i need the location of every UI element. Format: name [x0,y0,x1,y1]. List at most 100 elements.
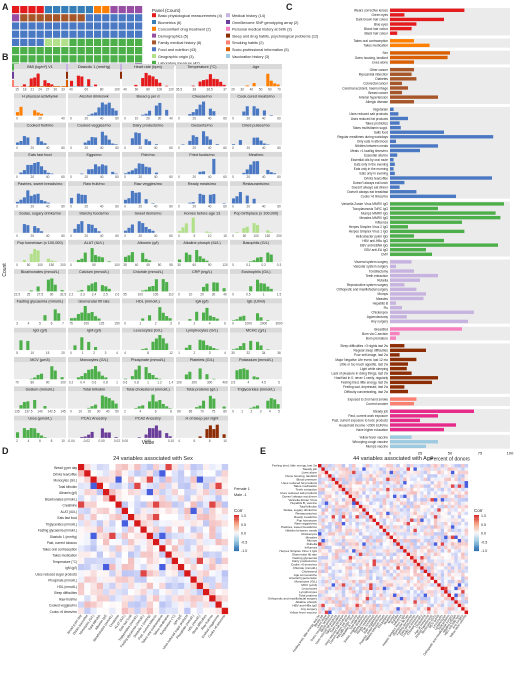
waffle-cell [126,6,134,14]
hbar [390,77,417,81]
heatmap-cell [379,576,383,581]
corr-legend-stop [474,530,479,532]
heatmap-cell [396,508,400,512]
histogram-bar [144,226,148,233]
heatmap-row-label: Takes oral contraception [42,547,77,551]
histogram-bar [40,166,44,175]
heatmap-cell [423,504,428,509]
heatmap-cell [437,515,441,519]
heatmap-cell [324,596,329,601]
hbar [390,366,407,371]
heatmap-cell [464,542,469,546]
heatmap-row-label: Pop hometown [297,518,318,522]
heatmap-cell [433,535,438,540]
heatmap-cell [109,595,116,602]
heatmap-cell [341,552,346,557]
heatmap-cell [355,484,360,488]
heatmap-cell [362,552,366,557]
heatmap-cell [355,521,360,526]
heatmap-cell [464,487,469,492]
histogram-bar [94,316,98,321]
heatmap-cell [413,549,417,553]
heatmap-cell [96,551,104,558]
heatmap-cell [427,511,431,516]
facet-panel [176,420,228,438]
heatmap-cell [444,576,448,581]
heatmap-cell [348,535,353,540]
heatmap-cell [96,532,104,540]
heatmap-cell [444,494,448,499]
heatmap-cell [345,579,349,584]
heatmap-cell [399,487,404,492]
heatmap-cell [328,556,332,560]
heatmap-cell [382,491,387,495]
heatmap-row-label: Cooks >6 times/mo [291,563,317,567]
heatmap-cell [427,491,431,495]
histogram-bar [90,369,94,380]
heatmap-cell [352,596,356,601]
heatmap-cell [318,590,322,594]
heatmap-cell [457,586,462,591]
hbar-label: Lack of pleasure in doing things, last 2… [331,372,388,376]
heatmap-cell [365,481,370,485]
heatmap-cell [447,590,452,594]
heatmap-cell [352,603,356,608]
histogram-bar [205,307,209,321]
histogram-bar [50,278,54,292]
heatmap-cell [406,481,411,485]
heatmap-cell [386,593,390,598]
heatmap-cell [352,515,356,519]
heatmap-cell [447,542,452,546]
waffle-cell [53,55,61,63]
heatmap-cell [146,514,154,521]
histogram-bar [104,135,108,145]
hbar [390,344,405,348]
heatmap-cell [450,487,455,492]
waffle-cell [110,55,118,63]
heatmap-cell [328,504,332,509]
histogram-bar [222,202,226,204]
facet-tick: 150 [265,234,271,238]
facet-tick: 2 [16,439,18,443]
facet-tick: 3 [209,351,211,355]
corr-legend-stop [234,543,239,545]
heatmap-cell [399,481,404,485]
heatmap-cell [447,532,452,536]
heatmap-cell [345,569,349,574]
heatmap-cell [184,595,191,602]
heatmap-cell [420,487,424,492]
histogram-bar [208,425,212,438]
heatmap-cell [423,579,428,584]
heatmap-cell [420,508,424,512]
heatmap-cell [345,511,349,516]
waffle-cell [61,22,69,30]
corr-legend-stop [474,532,479,534]
heatmap-cell [338,562,342,567]
hbar [390,331,400,336]
heatmap-cell [393,562,397,567]
histogram-bar [36,286,40,292]
legend-swatch [226,26,230,31]
heatmap-cell [331,610,336,615]
heatmap-cell [454,477,458,482]
histogram-bar [144,434,148,438]
heatmap-cell [399,467,404,471]
heatmap-cell [379,596,383,601]
corr-legend-stop [234,532,239,534]
heatmap-cell [406,610,411,615]
heatmap-cell [345,470,349,475]
heatmap-cell [389,583,394,587]
histogram-bar [33,377,37,380]
facet-strip [230,93,282,99]
histogram-bar [40,113,44,116]
facet-tick: 40 [46,205,50,209]
heatmap-cell [178,539,185,546]
heatmap-cell [352,487,356,492]
heatmap-cell [121,514,129,521]
histogram-bar [80,194,84,204]
heatmap-cell [399,590,404,594]
histogram-bar [202,80,206,87]
hbar [390,95,438,99]
hbar-label: Other cancer [370,68,389,72]
heatmap-cell [352,593,356,598]
